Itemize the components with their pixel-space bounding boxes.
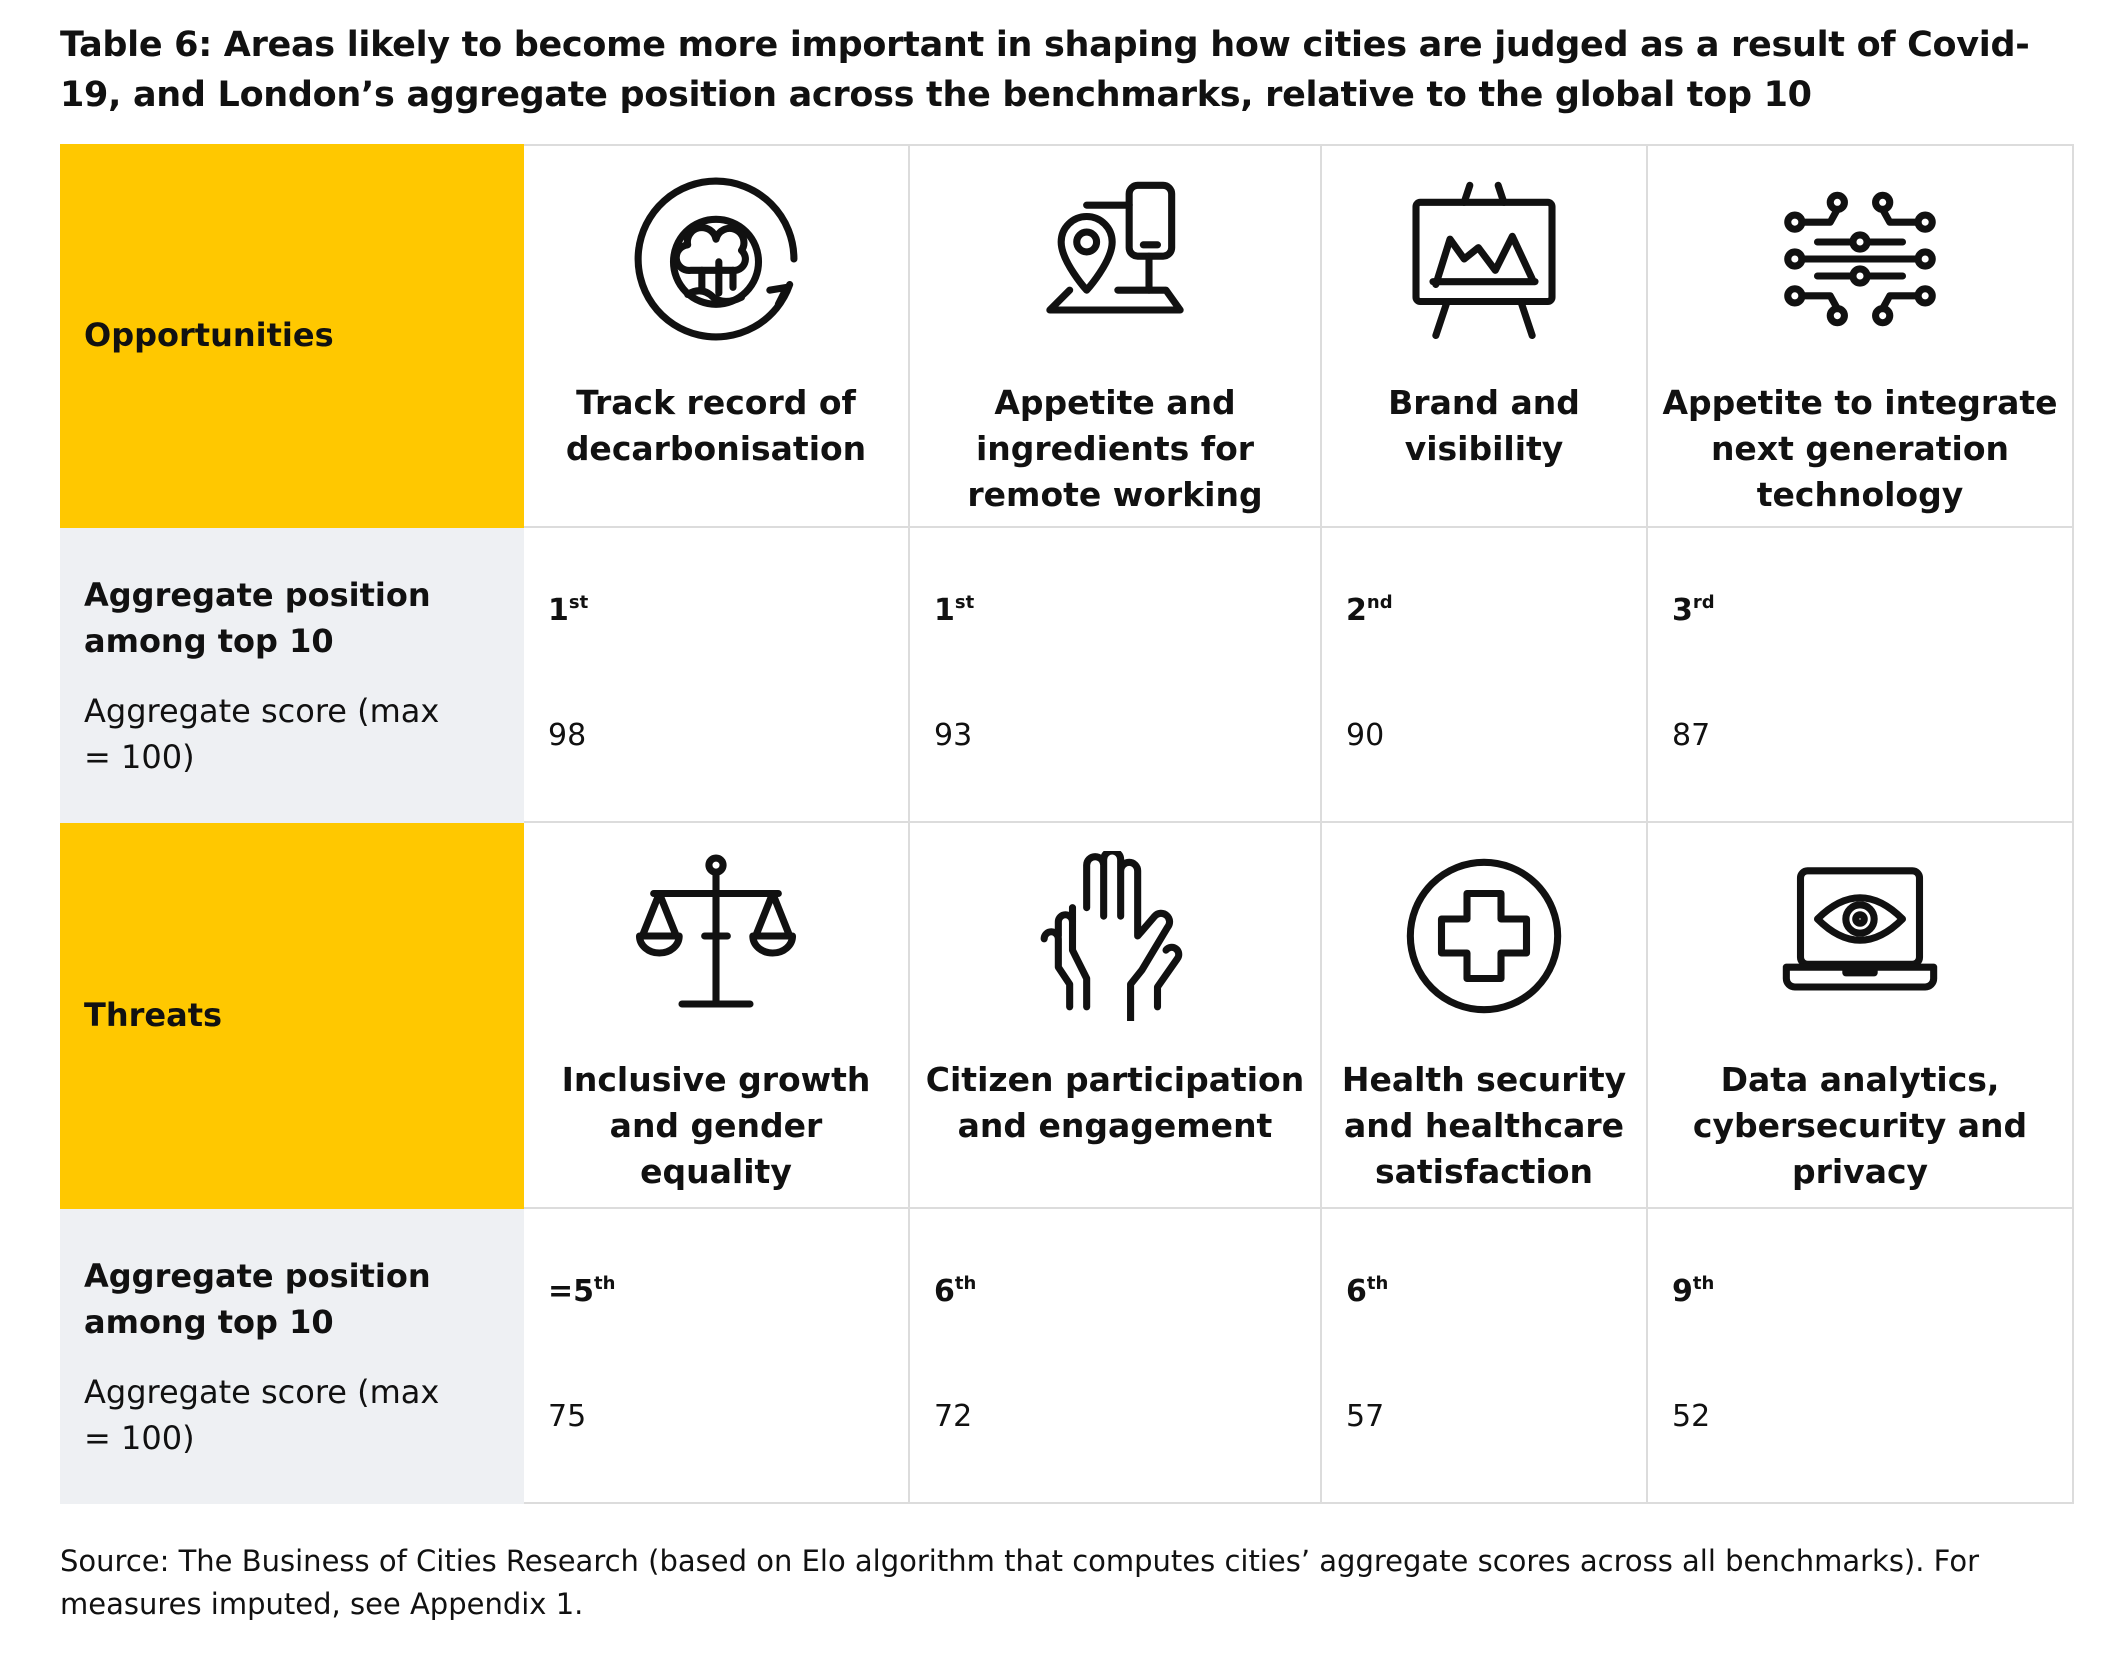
item-header-cell: Brand and visibility	[1322, 144, 1648, 528]
item-title: Citizen participation and engagement	[925, 1060, 1305, 1145]
position: 3rd	[1672, 592, 1715, 628]
item-icon	[1399, 174, 1569, 344]
section-label-cell: Opportunities	[60, 144, 524, 528]
score: 93	[934, 718, 973, 753]
position-value: 6	[934, 1274, 955, 1309]
score-label: Aggregate score (max = 100)	[84, 1373, 440, 1457]
item-header-cell: Data analytics, cybersecurity and privac…	[1648, 823, 2074, 1209]
position-value: 6	[1346, 1274, 1367, 1309]
item-header-cell: Health security and healthcare satisfact…	[1322, 823, 1648, 1209]
item-data-cell: 1st 98	[524, 528, 910, 823]
position-suffix: nd	[1366, 592, 1393, 613]
position: 1st	[548, 592, 588, 628]
position-suffix: th	[954, 1273, 977, 1294]
position-label: Aggregate position among top 10	[84, 576, 431, 660]
table: Opportunities Aggregate position among to…	[60, 144, 2074, 1504]
position-value: 1	[548, 593, 569, 628]
score: 57	[1346, 1399, 1385, 1434]
row-label-cell: Aggregate position among top 10 Aggregate…	[60, 1209, 524, 1504]
position-suffix: th	[594, 1273, 616, 1294]
item-data-cell: 1st 93	[910, 528, 1322, 823]
item-icon	[1399, 851, 1569, 1021]
item-title: Data analytics, cybersecurity and privac…	[1692, 1060, 2028, 1191]
item-title: Inclusive growth and gender equality	[561, 1060, 871, 1191]
item-title: Brand and visibility	[1388, 383, 1580, 468]
item-icon	[1030, 174, 1200, 344]
position-suffix: th	[1692, 1273, 1715, 1294]
item-title: Track record of decarbonisation	[565, 383, 867, 468]
item-header-cell: Appetite to integrate next generation te…	[1648, 144, 2074, 528]
position-value: 2	[1346, 593, 1367, 628]
score: 75	[548, 1399, 587, 1434]
score: 72	[934, 1399, 973, 1434]
item-icon	[631, 851, 801, 1021]
item-title: Appetite to integrate next generation te…	[1662, 383, 2058, 514]
score-label: Aggregate score (max = 100)	[84, 692, 440, 776]
position: 9th	[1672, 1273, 1714, 1309]
item-header-cell: Appetite and ingredients for remote work…	[910, 144, 1322, 528]
section-label: Opportunities	[84, 316, 334, 354]
item-data-cell: =5th 75	[524, 1209, 910, 1504]
position-value: 9	[1672, 1274, 1693, 1309]
section-label: Threats	[84, 996, 223, 1034]
score: 98	[548, 718, 587, 753]
item-data-cell: 6th 72	[910, 1209, 1322, 1504]
position: =5th	[548, 1273, 615, 1309]
item-data-cell: 6th 57	[1322, 1209, 1648, 1504]
item-icon	[1775, 174, 1945, 344]
position: 6th	[934, 1273, 976, 1309]
item-title: Appetite and ingredients for remote work…	[967, 383, 1263, 514]
item-header-cell: Inclusive growth and gender equality	[524, 823, 910, 1209]
position-suffix: th	[1366, 1273, 1389, 1294]
position-value: 1	[934, 593, 955, 628]
position: 2nd	[1346, 592, 1393, 628]
position-value: =5	[548, 1274, 595, 1309]
position-suffix: st	[568, 592, 589, 613]
item-header-cell: Citizen participation and engagement	[910, 823, 1322, 1209]
position: 1st	[934, 592, 974, 628]
score: 90	[1346, 718, 1385, 753]
table-title: Table 6: Areas likely to become more imp…	[60, 25, 2030, 115]
score: 87	[1672, 718, 1711, 753]
item-icon	[631, 174, 801, 344]
item-header-cell: Track record of decarbonisation	[524, 144, 910, 528]
position-suffix: rd	[1692, 592, 1715, 613]
item-icon	[1775, 851, 1945, 1021]
source-note: Source: The Business of Cities Research …	[60, 1544, 1979, 1621]
section-label-cell: Threats	[60, 823, 524, 1209]
position-label: Aggregate position among top 10	[84, 1257, 431, 1341]
item-icon	[1030, 851, 1200, 1021]
position-value: 3	[1672, 593, 1693, 628]
position: 6th	[1346, 1273, 1388, 1309]
item-data-cell: 9th 52	[1648, 1209, 2074, 1504]
item-data-cell: 3rd 87	[1648, 528, 2074, 823]
row-label-cell: Aggregate position among top 10 Aggregate…	[60, 528, 524, 823]
item-data-cell: 2nd 90	[1322, 528, 1648, 823]
item-title: Health security and healthcare satisfact…	[1341, 1060, 1627, 1191]
position-suffix: st	[954, 592, 975, 613]
score: 52	[1672, 1399, 1711, 1434]
